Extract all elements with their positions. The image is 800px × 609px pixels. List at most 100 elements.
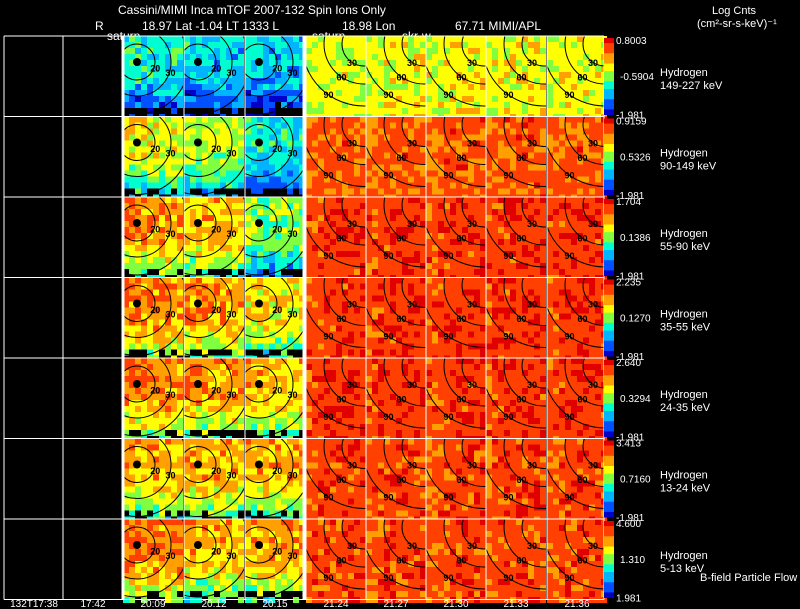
heatmap-pixel (263, 406, 269, 412)
heatmap-pixel (534, 209, 540, 215)
heatmap-pixel (583, 72, 589, 78)
heatmap-pixel (583, 108, 589, 114)
heatmap-pixel (251, 215, 257, 221)
heatmap-pixel (287, 295, 293, 302)
heatmap-pixel (312, 349, 318, 356)
contour-line (245, 197, 294, 258)
heatmap-pixel (559, 188, 565, 195)
heatmap-pixel (516, 283, 522, 290)
heatmap-pixel (190, 158, 196, 165)
heatmap-pixel (232, 140, 238, 147)
heatmap-pixel (384, 221, 390, 227)
heatmap-pixel (318, 319, 324, 326)
heatmap-pixel (287, 188, 293, 195)
heatmap-pixel (595, 182, 601, 189)
saturn-disk (194, 138, 202, 147)
contour-line (245, 116, 294, 177)
heatmap-pixel (214, 251, 220, 257)
heatmap-pixel (516, 269, 522, 275)
heatmap-pixel (318, 48, 324, 54)
heatmap-pixel (220, 257, 226, 263)
heatmap-pixel (238, 251, 244, 257)
heatmap-pixel (275, 245, 281, 251)
heatmap-pixel (528, 60, 534, 66)
heatmap-pixel (547, 289, 553, 296)
heatmap-pixel (480, 42, 486, 48)
heatmap-pixel (220, 209, 226, 215)
heatmap-pixel (147, 102, 153, 108)
heatmap-pixel (318, 102, 324, 108)
heatmap-pixel (159, 307, 165, 314)
heatmap-pixel (245, 331, 251, 338)
heatmap-pixel (577, 158, 583, 165)
heatmap-pixel (468, 108, 474, 114)
heatmap-pixel (354, 203, 360, 209)
heatmap-pixel (450, 78, 456, 84)
heatmap-pixel (504, 257, 510, 263)
heatmap-pixel (348, 227, 354, 233)
heatmap-pixel (275, 277, 281, 284)
heatmap-pixel (306, 54, 312, 60)
heatmap-pixel (238, 128, 244, 135)
heatmap-pixel (366, 66, 372, 72)
heatmap-pixel (306, 170, 312, 177)
contour-label: 20 (272, 385, 282, 395)
heatmap-pixel (408, 197, 414, 203)
heatmap-pixel (474, 182, 480, 189)
heatmap-pixel (312, 251, 318, 257)
heatmap-pixel (318, 122, 324, 129)
heatmap-pixel (366, 289, 372, 296)
heatmap-pixel (547, 295, 553, 302)
heatmap-pixel (522, 289, 528, 296)
heatmap-pixel (269, 277, 275, 284)
heatmap-pixel (135, 313, 141, 320)
heatmap-pixel (293, 289, 299, 296)
heatmap-pixel (378, 170, 384, 177)
heatmap-pixel (486, 221, 492, 227)
heatmap-pixel (159, 78, 165, 84)
heatmap-pixel (147, 158, 153, 165)
heatmap-pixel (147, 54, 153, 60)
heatmap-pixel (384, 60, 390, 66)
heatmap-pixel (208, 84, 214, 90)
heatmap-pixel (577, 277, 583, 284)
heatmap-pixel (456, 164, 462, 171)
heatmap-pixel (384, 140, 390, 147)
saturn-disk (255, 299, 263, 308)
heatmap-pixel (293, 90, 299, 96)
heatmap-pixel (384, 233, 390, 239)
heatmap-pixel (492, 233, 498, 239)
heatmap-pixel (547, 245, 553, 251)
heatmap-pixel (153, 382, 159, 388)
heatmap-pixel (238, 96, 244, 102)
heatmap-pixel (251, 221, 257, 227)
heatmap-pixel (384, 84, 390, 90)
heatmap-pixel (324, 295, 330, 302)
heatmap-pixel (498, 122, 504, 129)
heatmap-pixel (184, 331, 190, 338)
heatmap-pixel (275, 301, 281, 308)
heatmap-pixel (129, 116, 135, 123)
heatmap-pixel (522, 269, 528, 275)
heatmap-pixel (275, 343, 281, 350)
contour-line (306, 64, 366, 107)
heatmap-pixel (336, 134, 342, 141)
heatmap-pixel (123, 78, 129, 84)
heatmap-pixel (263, 289, 269, 296)
contour-label: 60 (577, 314, 587, 324)
heatmap-pixel (153, 430, 159, 436)
heatmap-pixel (281, 400, 287, 406)
heatmap-pixel (522, 337, 528, 344)
heatmap-pixel (396, 215, 402, 221)
heatmap-pixel (196, 418, 202, 424)
heatmap-pixel (165, 164, 171, 171)
heatmap-pixel (438, 66, 444, 72)
heatmap-pixel (324, 257, 330, 263)
heatmap-pixel (432, 134, 438, 141)
heatmap-pixel (547, 146, 553, 153)
heatmap-pixel (420, 203, 426, 209)
heatmap-pixel (420, 307, 426, 314)
heatmap-pixel (306, 313, 312, 320)
heatmap-pixel (516, 251, 522, 257)
